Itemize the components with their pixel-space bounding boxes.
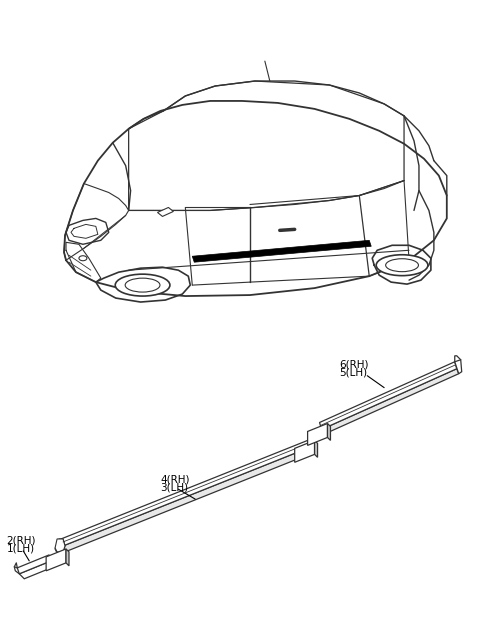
Polygon shape (157, 207, 173, 217)
Ellipse shape (125, 278, 160, 292)
Polygon shape (63, 448, 312, 552)
Text: 5(LH): 5(LH) (339, 368, 368, 378)
Text: 2(RH): 2(RH) (6, 536, 36, 546)
Polygon shape (327, 423, 330, 440)
Polygon shape (66, 549, 69, 566)
Ellipse shape (385, 259, 419, 272)
Polygon shape (17, 555, 51, 574)
Text: 6(RH): 6(RH) (339, 360, 369, 370)
Polygon shape (192, 240, 371, 262)
Polygon shape (308, 423, 327, 446)
Text: 4(RH): 4(RH) (160, 474, 190, 484)
Polygon shape (320, 361, 457, 430)
Polygon shape (19, 561, 56, 579)
Text: 1(LH): 1(LH) (6, 544, 35, 554)
Polygon shape (55, 539, 65, 552)
Ellipse shape (79, 256, 87, 261)
Polygon shape (46, 549, 66, 571)
Text: 3(LH): 3(LH) (160, 482, 189, 492)
Polygon shape (314, 440, 318, 457)
Polygon shape (322, 369, 459, 435)
Ellipse shape (115, 274, 170, 296)
Polygon shape (295, 440, 314, 462)
Polygon shape (455, 356, 462, 374)
Polygon shape (61, 440, 310, 546)
Ellipse shape (376, 255, 428, 275)
